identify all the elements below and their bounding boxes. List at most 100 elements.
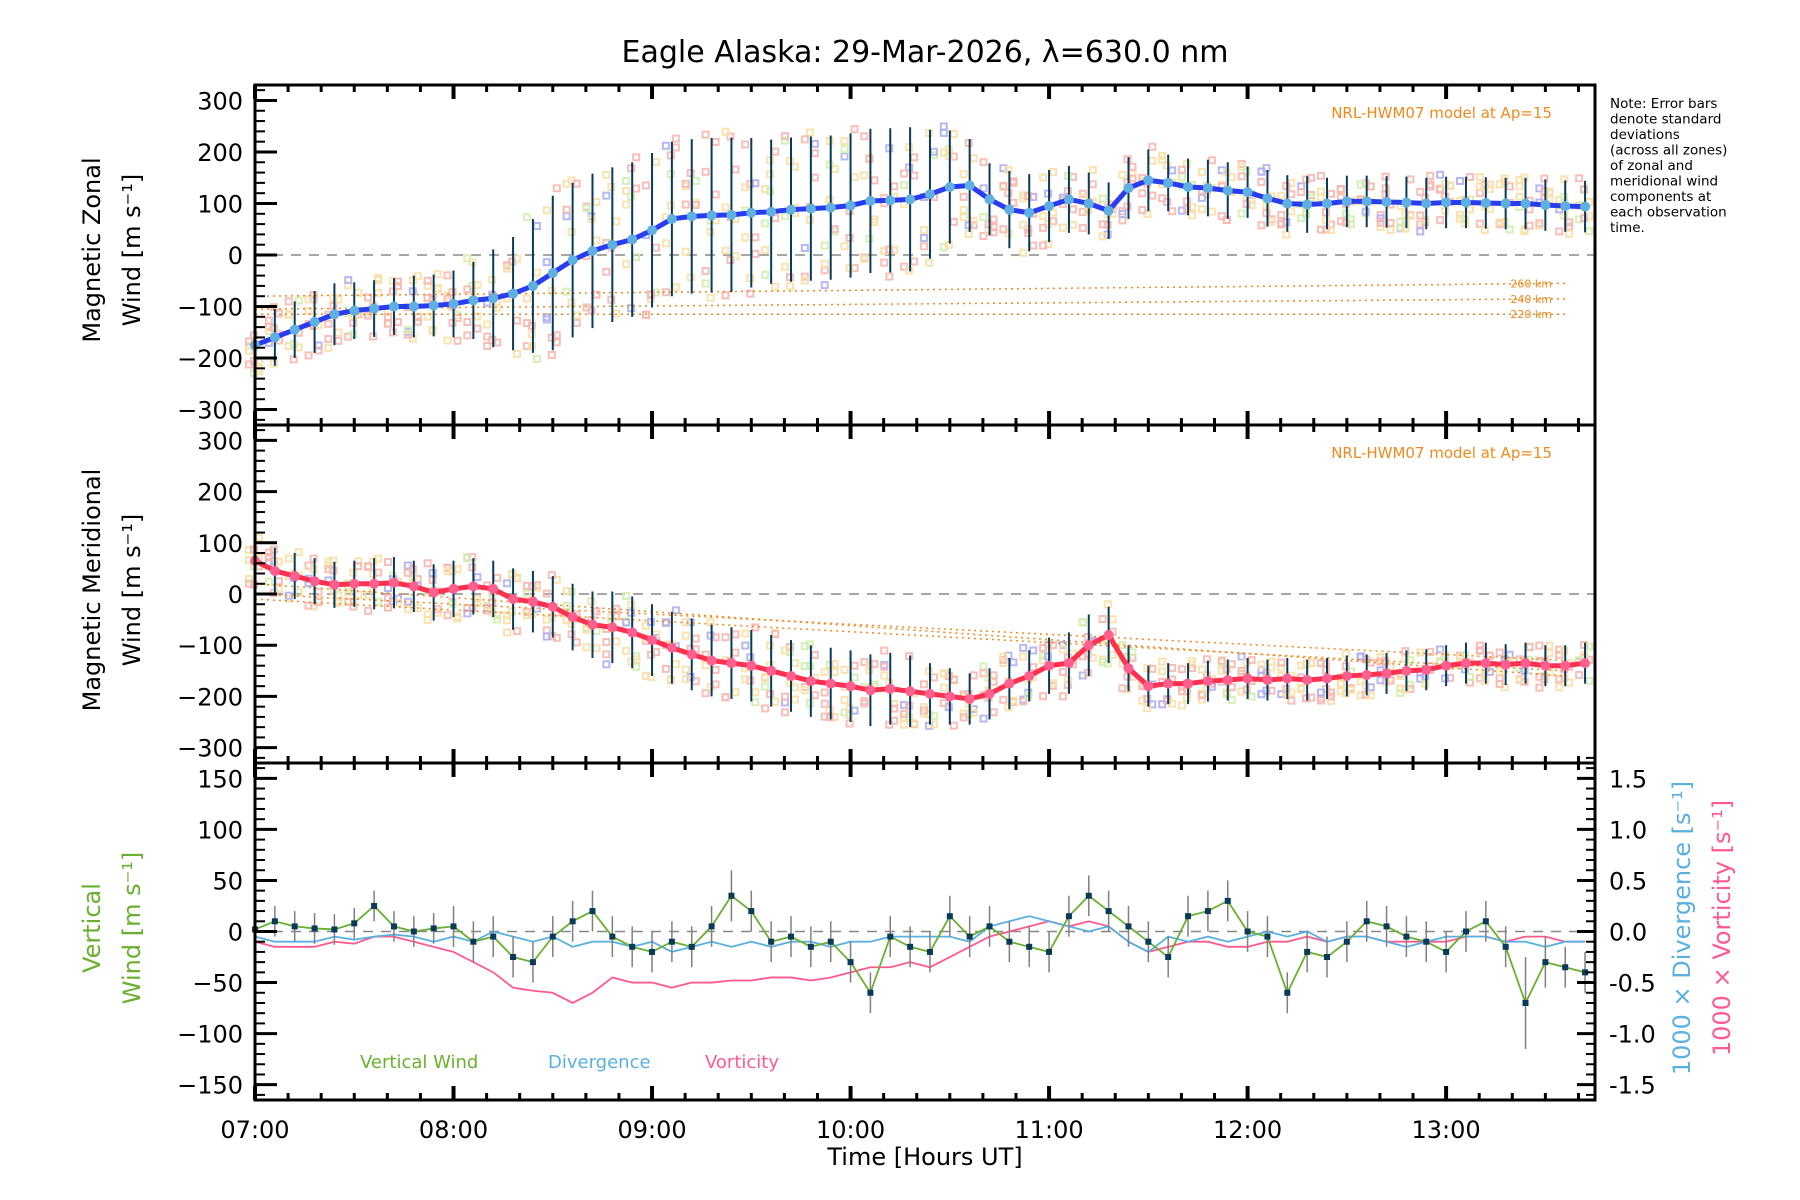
model-line-260km bbox=[254, 282, 1566, 297]
zone-sample-marker bbox=[572, 311, 581, 320]
zone-sample-marker bbox=[264, 548, 273, 557]
model-annotation: NRL-HWM07 model at Ap=15 bbox=[1331, 444, 1552, 462]
vertical-wind-point bbox=[708, 923, 715, 930]
zonal-wind-point bbox=[309, 316, 320, 327]
zone-sample-marker bbox=[1009, 198, 1018, 207]
zone-sample-marker bbox=[602, 660, 611, 669]
zone-sample-marker bbox=[1495, 218, 1504, 227]
zone-sample-marker bbox=[711, 137, 720, 146]
zonal-wind-point bbox=[1560, 201, 1571, 212]
vertical-wind-point bbox=[1582, 969, 1589, 976]
zonal-wind-point bbox=[1480, 197, 1491, 208]
y-tick-label: 100 bbox=[197, 816, 243, 844]
zone-sample-marker bbox=[1535, 641, 1544, 650]
meridional-wind-point bbox=[786, 670, 796, 681]
zonal-wind-point bbox=[607, 239, 618, 250]
zone-sample-marker bbox=[1158, 151, 1167, 160]
zonal-wind-point bbox=[1441, 197, 1452, 208]
zonal-wind-point bbox=[448, 298, 459, 309]
zone-sample-marker bbox=[493, 573, 502, 582]
zone-sample-marker bbox=[860, 697, 869, 706]
zone-sample-marker bbox=[334, 328, 343, 337]
zone-sample-marker bbox=[979, 212, 988, 221]
zone-sample-marker bbox=[701, 130, 710, 139]
zone-sample-marker bbox=[532, 222, 541, 231]
zone-sample-marker bbox=[1555, 675, 1564, 684]
vertical-wind-point bbox=[549, 933, 556, 940]
zone-sample-marker bbox=[1465, 205, 1474, 214]
zone-sample-marker bbox=[632, 662, 641, 671]
zone-sample-marker bbox=[800, 685, 809, 694]
zone-sample-marker bbox=[1039, 241, 1048, 250]
zone-sample-marker bbox=[1257, 177, 1266, 186]
zone-sample-marker bbox=[582, 303, 591, 312]
note-line: components at bbox=[1610, 189, 1711, 205]
zone-sample-marker bbox=[582, 204, 591, 213]
meridional-wind-point bbox=[1063, 658, 1074, 669]
meridional-wind-point bbox=[825, 678, 836, 689]
zone-sample-marker bbox=[661, 664, 670, 673]
zonal-wind-point bbox=[349, 305, 360, 316]
zone-sample-marker bbox=[850, 125, 859, 134]
meridional-wind-point bbox=[289, 571, 300, 582]
zone-sample-marker bbox=[274, 557, 283, 566]
y-tick-label: 300 bbox=[197, 427, 243, 455]
zone-sample-marker bbox=[522, 294, 531, 303]
vertical-wind-point bbox=[490, 933, 497, 940]
zone-sample-marker bbox=[1505, 182, 1514, 191]
zone-sample-marker bbox=[1327, 189, 1335, 198]
zone-sample-marker bbox=[1376, 676, 1385, 685]
zone-sample-marker bbox=[542, 258, 551, 267]
model-line-240km bbox=[254, 298, 1566, 310]
zonal-wind-point bbox=[1460, 197, 1471, 208]
zonal-wind-point bbox=[964, 180, 975, 191]
legend-item-divergence: Divergence bbox=[548, 1052, 651, 1073]
meridional-wind-point bbox=[428, 587, 439, 598]
vertical-wind-point bbox=[1065, 913, 1072, 920]
zone-sample-marker bbox=[433, 284, 442, 293]
zone-sample-marker bbox=[1128, 174, 1137, 183]
meridional-wind-point bbox=[706, 655, 717, 666]
zone-sample-marker bbox=[919, 225, 928, 234]
zone-sample-marker bbox=[1207, 207, 1216, 216]
zone-sample-marker bbox=[939, 122, 948, 131]
zone-sample-marker bbox=[622, 200, 631, 209]
zone-sample-marker bbox=[294, 343, 303, 352]
zone-sample-marker bbox=[1436, 216, 1445, 225]
zone-sample-marker bbox=[771, 630, 780, 639]
zone-sample-marker bbox=[463, 285, 472, 294]
zone-sample-marker bbox=[1277, 191, 1286, 200]
zone-sample-marker bbox=[1396, 217, 1405, 226]
meridional-wind-point bbox=[527, 596, 538, 607]
y-tick-label: 0 bbox=[228, 581, 243, 609]
zone-sample-marker bbox=[741, 140, 750, 149]
zone-sample-marker bbox=[1098, 232, 1107, 241]
zone-sample-marker bbox=[711, 190, 720, 199]
zone-sample-marker bbox=[791, 162, 799, 171]
meridional-wind-point bbox=[1024, 670, 1035, 681]
zone-sample-marker bbox=[860, 658, 869, 667]
zone-sample-marker bbox=[1197, 691, 1206, 700]
zone-sample-marker bbox=[364, 562, 373, 571]
zone-sample-marker bbox=[562, 287, 571, 296]
zonal-wind-point bbox=[289, 324, 300, 335]
zone-sample-marker bbox=[393, 598, 402, 607]
zone-sample-marker bbox=[443, 611, 452, 620]
vertical-wind-point bbox=[1224, 897, 1231, 904]
meridional-wind-point bbox=[905, 686, 916, 697]
zone-sample-marker bbox=[522, 589, 531, 598]
meridional-wind-point bbox=[607, 622, 618, 633]
y-tick-label: 50 bbox=[212, 867, 243, 895]
vertical-wind-point bbox=[946, 913, 953, 920]
zone-sample-marker bbox=[547, 350, 556, 359]
zone-sample-marker bbox=[1108, 615, 1117, 624]
divergence-line bbox=[254, 915, 1586, 953]
y-tick-label: 0 bbox=[228, 242, 243, 270]
note-line: meridional wind bbox=[1610, 174, 1718, 190]
zone-sample-marker bbox=[1475, 646, 1484, 655]
zone-sample-marker bbox=[1297, 661, 1306, 670]
zone-sample-marker bbox=[1019, 220, 1028, 229]
zone-sample-marker bbox=[652, 158, 661, 167]
zonal-wind-point bbox=[1381, 196, 1392, 207]
zone-sample-marker bbox=[294, 588, 303, 597]
